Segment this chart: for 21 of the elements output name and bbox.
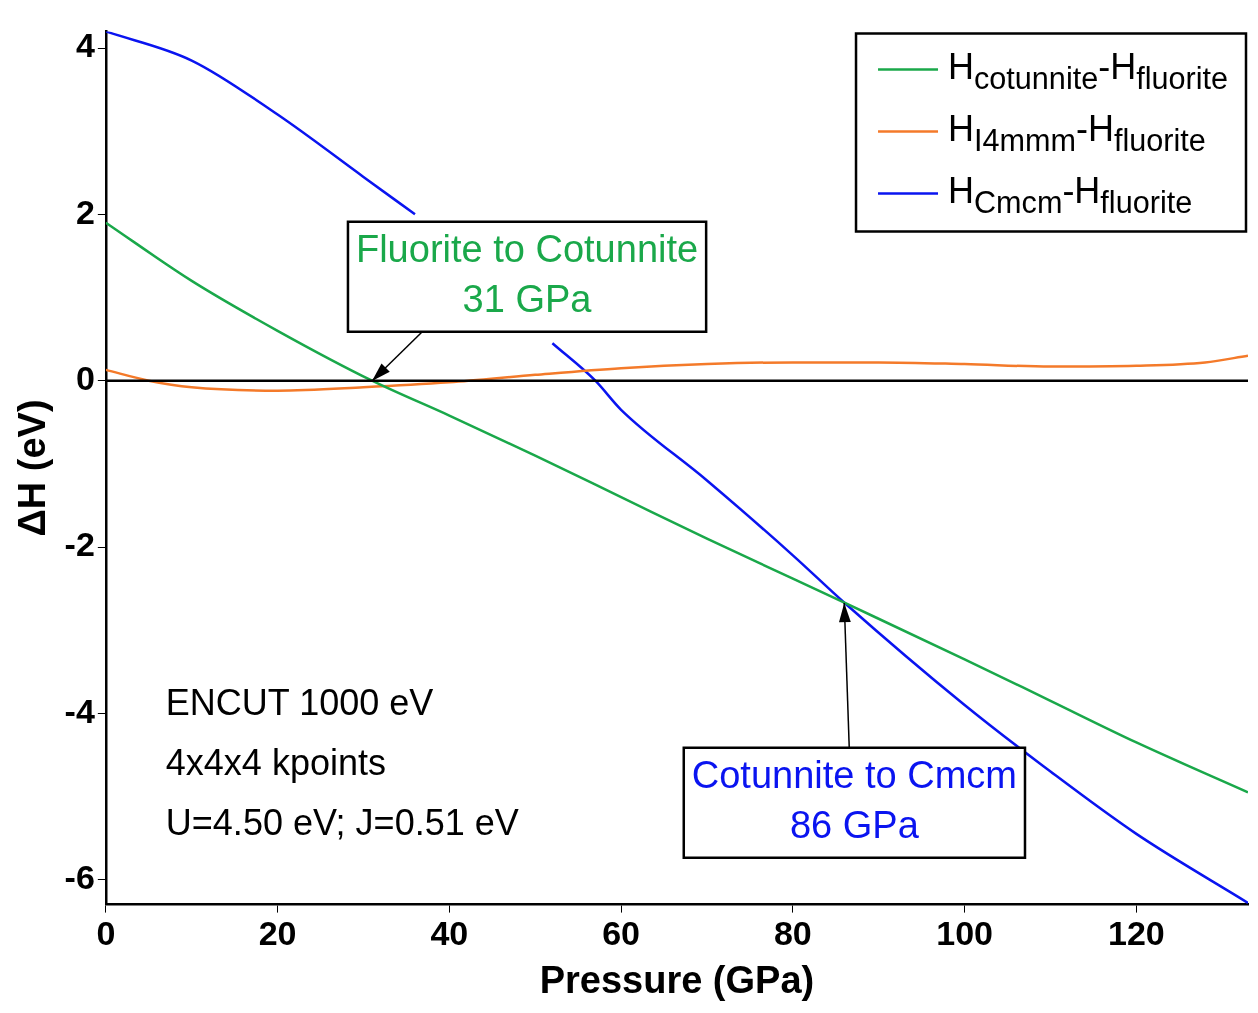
x-tick-label: 40: [430, 914, 469, 953]
y-axis-title: ΔH (eV): [11, 399, 54, 537]
x-tick-label: 80: [773, 914, 812, 953]
y-tick-label: 0: [75, 359, 95, 398]
x-tick-label: 60: [602, 914, 641, 953]
y-tick-label: -2: [64, 525, 95, 564]
x-tick-label: 120: [1107, 914, 1165, 953]
x-tick-label: 100: [936, 914, 993, 953]
y-tick-label: -6: [64, 858, 95, 897]
annotation: Fluorite to Cotunnite 31 GPa: [355, 228, 699, 321]
line-series: [105, 221, 1248, 794]
annotation: 4x4x4 kpoints: [165, 741, 386, 783]
annotation: Cotunnite to Cmcm 86 GPa: [691, 754, 1017, 847]
line-series: [105, 354, 1248, 392]
y-tick-label: 4: [75, 26, 95, 65]
annotation: ENCUT 1000 eV: [165, 681, 434, 723]
x-tick-label: 20: [258, 914, 297, 953]
annotation: U=4.50 eV; J=0.51 eV: [165, 801, 519, 843]
x-axis-title: Pressure (GPa): [539, 958, 815, 1001]
y-tick-label: -4: [64, 691, 95, 730]
y-tick-label: 2: [75, 192, 95, 231]
